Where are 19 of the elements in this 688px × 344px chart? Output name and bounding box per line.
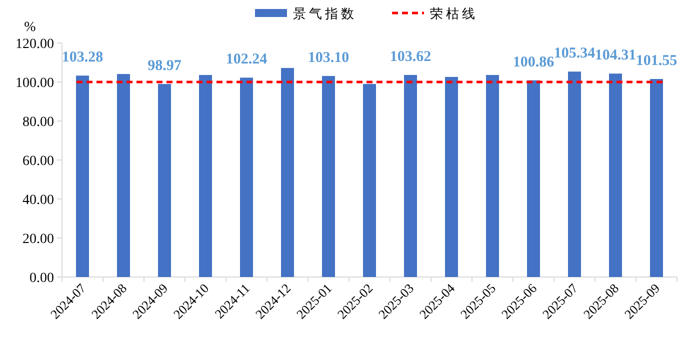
y-tick-label: 60.00 <box>22 154 54 169</box>
data-label: 104.31 <box>594 48 636 64</box>
y-tick-label: 80.00 <box>22 115 54 130</box>
y-tick-label: 20.00 <box>22 232 54 247</box>
data-label: 105.34 <box>554 46 596 62</box>
y-tick-label: 0.00 <box>30 271 54 286</box>
data-label: 101.55 <box>636 52 678 69</box>
data-label: 103.62 <box>390 48 432 65</box>
y-tick-label: 40.00 <box>22 193 54 208</box>
data-label: 100.86 <box>512 54 554 70</box>
data-label: 98.97 <box>148 58 182 74</box>
y-tick-label: 100.00 <box>16 76 54 91</box>
data-label: 102.24 <box>226 52 268 68</box>
data-label: 103.10 <box>308 50 350 66</box>
data-label: 103.28 <box>62 50 104 66</box>
legend-label: 景气指数 <box>293 6 357 21</box>
y-axis-title: % <box>24 20 36 35</box>
legend-label: 荣枯线 <box>430 6 478 21</box>
y-tick-label: 120.00 <box>16 37 54 52</box>
